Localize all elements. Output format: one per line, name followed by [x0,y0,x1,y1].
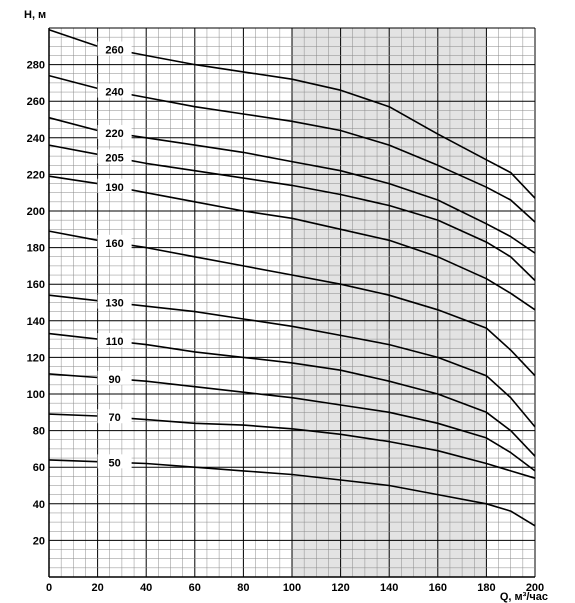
x-tick-label: 120 [331,582,349,594]
series-190-line [48,175,536,311]
series-50-label: 50 [108,457,120,469]
series-260-label-bg [97,41,132,56]
series-70-label: 70 [108,412,120,424]
series-260-label: 260 [105,45,123,57]
series-130-label: 130 [105,298,123,310]
y-tick-label: 260 [27,96,45,108]
y-tick-label: 60 [33,462,45,474]
y-tick-label: 220 [27,169,45,181]
series-130-label-bg [97,294,132,309]
series-110-label-bg [97,333,132,348]
y-tick-label: 40 [33,499,45,511]
series-70-label-bg [97,409,132,424]
series-220-line [48,116,536,254]
x-tick-label: 0 [46,582,52,594]
series-110-label: 110 [106,336,124,348]
series-240-label: 240 [105,87,123,99]
series-160-label: 160 [105,238,123,250]
series-90-label-bg [97,370,132,385]
series-130-line [48,294,536,428]
y-tick-label: 160 [27,279,45,291]
series-220-label-bg [97,125,132,140]
y-tick-label: 140 [27,316,45,328]
x-tick-label: 200 [526,582,544,594]
y-tick-label: 80 [33,426,45,438]
series-190-label-bg [97,178,132,193]
series-205-line [48,144,536,282]
x-tick-label: 40 [140,582,152,594]
series-70-line [48,413,536,479]
series-110-line [48,332,536,457]
x-tick-label: 20 [91,582,103,594]
x-tick-label: 100 [283,582,301,594]
x-axis-label: Q, м³/час [500,591,548,603]
series-260-line [48,29,536,199]
x-tick-label: 180 [477,582,495,594]
y-tick-label: 20 [33,535,45,547]
series-50-label-bg [97,454,132,469]
y-tick-label: 100 [27,389,45,401]
series-90-line [48,373,536,472]
x-tick-label: 160 [429,582,447,594]
x-tick-label: 60 [189,582,201,594]
series-50-line [48,459,536,527]
series-220-label: 220 [105,128,123,140]
series-205-label-bg [97,149,132,164]
x-tick-label: 80 [237,582,249,594]
y-tick-label: 280 [27,60,45,72]
y-tick-label: 120 [27,352,45,364]
x-tick-label: 140 [380,582,398,594]
series-240-line [48,74,536,223]
series-90-label: 90 [108,374,120,386]
y-axis-label: H, м [24,9,46,21]
series-190-label: 190 [105,182,123,194]
y-tick-label: 200 [27,206,45,218]
series-205-label: 205 [105,152,123,164]
y-tick-label: 180 [27,243,45,255]
series-240-label-bg [97,83,132,98]
y-tick-label: 240 [27,133,45,145]
series-160-line [48,230,536,377]
series-160-label-bg [97,234,132,249]
